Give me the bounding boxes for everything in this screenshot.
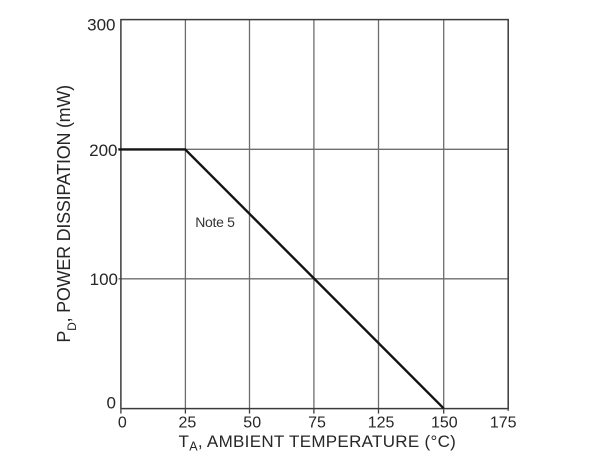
svg-text:Note 5: Note 5 [195,214,235,230]
svg-text:25: 25 [179,415,197,432]
svg-text:TA, AMBIENT TEMPERATURE (°C): TA, AMBIENT TEMPERATURE (°C) [179,432,457,454]
svg-text:PD, POWER DISSIPATION (mW): PD, POWER DISSIPATION (mW) [54,85,79,343]
svg-text:100: 100 [90,270,118,289]
svg-text:50: 50 [243,415,261,432]
svg-text:150: 150 [431,415,458,432]
svg-text:75: 75 [308,415,326,432]
svg-text:0: 0 [118,415,127,432]
svg-text:175: 175 [490,415,517,432]
svg-text:200: 200 [89,141,117,160]
svg-text:0: 0 [107,393,116,412]
svg-text:300: 300 [87,16,115,35]
svg-text:125: 125 [368,415,395,432]
